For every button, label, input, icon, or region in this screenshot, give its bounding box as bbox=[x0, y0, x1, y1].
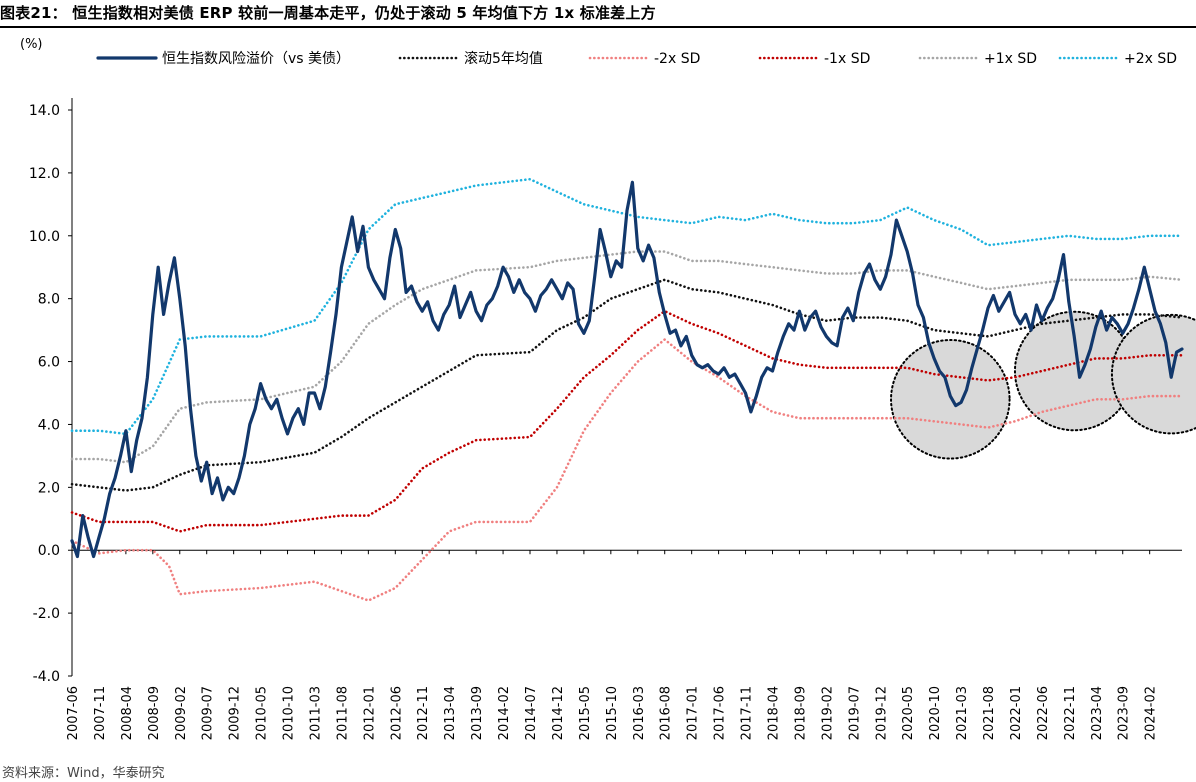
x-tick-label: 2022-11 bbox=[1063, 686, 1078, 740]
x-tick-label: 2015-10 bbox=[605, 686, 620, 740]
x-tick-label: 2019-02 bbox=[820, 686, 835, 740]
x-tick-label: 2022-06 bbox=[1036, 686, 1051, 740]
x-tick-label: 2018-04 bbox=[766, 686, 781, 740]
x-tick-label: 2011-03 bbox=[308, 686, 323, 740]
series-line bbox=[70, 180, 1184, 559]
x-tick-label: 2022-01 bbox=[1009, 686, 1024, 740]
x-tick-label: 2007-11 bbox=[93, 686, 108, 740]
x-tick-label: 2012-06 bbox=[389, 686, 404, 740]
x-tick-label: 2015-05 bbox=[578, 686, 593, 740]
x-tick-label: 2013-04 bbox=[443, 686, 458, 740]
annotation-layer bbox=[890, 310, 1196, 460]
x-tick-label: 2008-04 bbox=[120, 686, 135, 740]
legend-label: 恒生指数风险溢价（vs 美债） bbox=[162, 51, 350, 67]
series-line bbox=[70, 177, 1184, 436]
x-tick-label: 2014-07 bbox=[524, 686, 539, 740]
x-tick-label: 2007-06 bbox=[66, 686, 81, 740]
y-tick-label: 10.0 bbox=[29, 229, 60, 245]
x-tick-label: 2008-09 bbox=[147, 686, 162, 740]
legend-label: 滚动5年均值 bbox=[464, 50, 543, 67]
x-tick-label: 2010-05 bbox=[255, 686, 270, 740]
source-note: 资料来源：Wind，华泰研究 bbox=[2, 766, 165, 781]
y-tick-label: 6.0 bbox=[38, 355, 60, 371]
x-tick-label: 2013-09 bbox=[470, 686, 485, 740]
y-tick-label: 8.0 bbox=[38, 292, 60, 308]
x-tick-label: 2012-11 bbox=[416, 686, 431, 740]
y-tick-label: -4.0 bbox=[33, 669, 60, 685]
x-tick-label: 2020-05 bbox=[901, 686, 916, 740]
legend: 恒生指数风险溢价（vs 美债） 滚动5年均值 -2x SD -1x SD +1x SD +… bbox=[96, 50, 1177, 67]
y-tick-label: 4.0 bbox=[38, 417, 60, 433]
x-tick-label: 2012-01 bbox=[362, 686, 377, 740]
y-unit-label: (%) bbox=[20, 37, 43, 52]
x-tick-label: 2019-12 bbox=[874, 686, 889, 740]
x-tick-label: 2017-06 bbox=[713, 686, 728, 740]
x-tick-label: 2009-07 bbox=[201, 686, 216, 740]
x-tick-label: 2011-08 bbox=[335, 686, 350, 740]
x-tick-label: 2018-09 bbox=[793, 686, 808, 740]
legend-label: -2x SD bbox=[654, 51, 700, 67]
y-tick-label: 0.0 bbox=[38, 543, 60, 559]
x-tick-label: 2021-03 bbox=[955, 686, 970, 740]
legend-label: -1x SD bbox=[824, 51, 870, 67]
x-tick-label: 2009-02 bbox=[174, 686, 189, 740]
x-tick-label: 2020-10 bbox=[928, 686, 943, 740]
legend-label: +1x SD bbox=[984, 51, 1037, 67]
erp-line-chart: -4.0 -2.0 0.0 2.0 4.0 6.0 8.0 10.0 12.0 14.0 2007-… bbox=[20, 37, 1196, 740]
x-tick-label: 2024-02 bbox=[1144, 686, 1159, 740]
legend-label: +2x SD bbox=[1124, 51, 1177, 67]
x-tick-label: 2010-10 bbox=[282, 686, 297, 740]
x-tick-label: 2014-02 bbox=[497, 686, 512, 740]
axis-layer: -4.0 -2.0 0.0 2.0 4.0 6.0 8.0 10.0 12.0 14.0 2007-… bbox=[29, 98, 1182, 740]
x-tick-label: 2021-08 bbox=[982, 686, 997, 740]
y-tick-label: 14.0 bbox=[29, 103, 60, 119]
series-layer bbox=[70, 177, 1184, 602]
x-tick-label: 2009-12 bbox=[228, 686, 243, 740]
highlight-circle bbox=[1110, 313, 1196, 435]
series-line bbox=[70, 278, 1184, 492]
x-tick-label: 2019-07 bbox=[847, 686, 862, 740]
y-tick-label: 12.0 bbox=[29, 166, 60, 182]
x-tick-label: 2017-11 bbox=[740, 686, 755, 740]
y-tick-label: 2.0 bbox=[38, 480, 60, 496]
x-tick-label: 2016-03 bbox=[632, 686, 647, 740]
x-tick-label: 2017-01 bbox=[686, 686, 701, 740]
x-tick-label: 2016-08 bbox=[659, 686, 674, 740]
series-line bbox=[70, 309, 1184, 533]
chart-title: 图表21： 恒生指数相对美债 ERP 较前一周基本走平，仍处于滚动 5 年均值下… bbox=[0, 4, 656, 22]
series-line bbox=[70, 338, 1184, 602]
series-line bbox=[70, 250, 1184, 464]
x-tick-label: 2023-09 bbox=[1117, 686, 1132, 740]
title-divider bbox=[0, 26, 1196, 28]
y-tick-label: -2.0 bbox=[33, 606, 60, 622]
x-tick-label: 2014-12 bbox=[551, 686, 566, 740]
x-tick-label: 2023-04 bbox=[1090, 686, 1105, 740]
